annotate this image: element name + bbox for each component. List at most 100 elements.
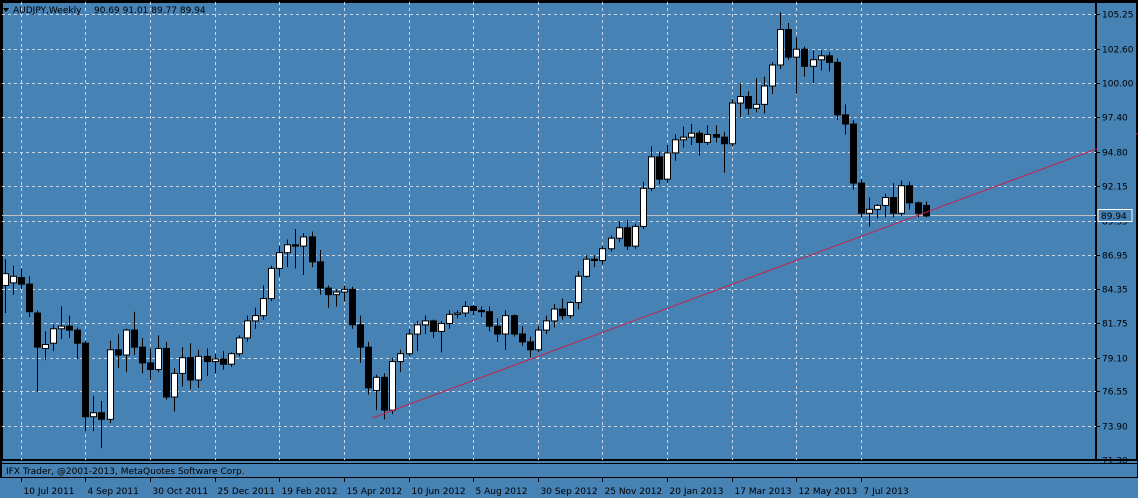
- candle: [543, 315, 550, 335]
- candle: [688, 124, 695, 146]
- candle: [82, 340, 89, 432]
- time-tick-label: 12 May 2013: [799, 487, 858, 497]
- price-tick-label: 97.40: [1102, 114, 1128, 124]
- time-axis-background: [0, 478, 1138, 498]
- candle: [107, 340, 114, 424]
- candle-body-bull: [761, 85, 768, 105]
- candle-body-bull: [300, 236, 307, 247]
- candle-body-bull: [446, 313, 453, 325]
- current-price-label-bg: [1097, 209, 1133, 222]
- candle: [680, 126, 687, 148]
- candle-body-bear: [906, 185, 913, 204]
- candle: [591, 255, 598, 268]
- candle-body-bull: [583, 258, 590, 277]
- candle: [559, 298, 566, 320]
- candle: [381, 373, 388, 420]
- candle-body-bull: [341, 288, 348, 293]
- candle: [66, 315, 73, 338]
- candle-body-bull: [373, 376, 380, 391]
- candle: [648, 146, 655, 191]
- candle: [236, 335, 243, 357]
- time-tick-label: 7 Jul 2013: [864, 487, 909, 497]
- candle: [357, 315, 364, 363]
- candle-body-bear: [696, 132, 703, 143]
- candle-body-bear: [826, 55, 833, 63]
- candle-body-bull: [406, 333, 413, 355]
- candle-body-bear: [801, 48, 808, 67]
- candle-body-bull: [2, 273, 9, 286]
- candle: [713, 125, 720, 143]
- candle: [98, 400, 105, 449]
- candle-body-bear: [292, 244, 299, 247]
- candle-body-bull: [155, 347, 162, 370]
- candle-body-bear: [115, 349, 122, 356]
- candle: [777, 12, 784, 69]
- candle: [58, 306, 65, 340]
- candle: [139, 337, 146, 374]
- price-tick-label: 94.80: [1102, 149, 1128, 159]
- price-tick-label: 105.25: [1102, 11, 1134, 21]
- candle-body-bear: [486, 311, 493, 327]
- candle-body-bear: [365, 346, 372, 389]
- candle: [656, 151, 663, 185]
- candle-body-bull: [575, 275, 582, 304]
- candle: [882, 193, 889, 218]
- candle: [793, 37, 800, 94]
- candle-body-bull: [664, 152, 671, 180]
- candle-body-bull: [898, 185, 905, 214]
- candle-body-bear: [842, 114, 849, 125]
- candle-body-bull: [171, 372, 178, 398]
- price-tick-label: 86.95: [1102, 252, 1128, 262]
- chart-header: AUDJPY,Weekly 90.69 91.01 89.77 89.94: [3, 6, 206, 16]
- candle: [834, 58, 841, 121]
- candle-body-bull: [874, 204, 881, 210]
- candle: [373, 374, 380, 411]
- price-axis: 105.25 102.60 100.00 97.40 94.80 92.15 89.55 86…: [1096, 3, 1136, 467]
- candle: [252, 307, 259, 329]
- candle-body-bear: [220, 358, 227, 365]
- candle: [292, 229, 299, 269]
- candle-body-bear: [478, 309, 485, 313]
- candle: [737, 83, 744, 118]
- candle-body-bear: [98, 412, 105, 420]
- candle: [890, 183, 897, 218]
- candle-body-bull: [107, 349, 114, 420]
- candle-body-bear: [519, 333, 526, 343]
- menu-triangle-icon[interactable]: [3, 8, 9, 12]
- candle-body-bull: [333, 291, 340, 296]
- candle: [389, 357, 396, 415]
- candle-body-bull: [616, 227, 623, 239]
- candle-body-bull: [648, 156, 655, 189]
- trendline[interactable]: [371, 104, 1138, 419]
- candle: [26, 276, 33, 317]
- candle-body-bull: [793, 48, 800, 58]
- candle: [220, 351, 227, 370]
- symbol-title: AUDJPY,Weekly: [13, 6, 82, 16]
- candle-body-bull: [672, 139, 679, 154]
- candle: [187, 343, 194, 390]
- candle: [74, 327, 81, 359]
- candle-body-bear: [317, 261, 324, 289]
- candle-body-bull: [252, 315, 259, 322]
- candle-body-bull: [414, 324, 421, 335]
- candle-body-bear: [381, 376, 388, 411]
- candle: [300, 232, 307, 275]
- price-tick-label: 89.55: [1102, 218, 1128, 228]
- candle-body-bear: [147, 362, 154, 370]
- candle: [745, 91, 752, 115]
- candle: [874, 204, 881, 219]
- candle: [284, 239, 291, 268]
- candle: [583, 255, 590, 278]
- candle: [494, 318, 501, 342]
- candle-body-bear: [915, 202, 922, 214]
- candle: [325, 285, 332, 308]
- time-tick-label: 20 Jan 2013: [670, 487, 724, 497]
- price-tick-label: 92.15: [1102, 183, 1128, 193]
- candle: [826, 51, 833, 72]
- candle: [204, 348, 211, 377]
- candle-body-bull: [866, 208, 873, 214]
- candle: [785, 22, 792, 60]
- candle-body-bear: [656, 156, 663, 180]
- candle: [163, 341, 170, 400]
